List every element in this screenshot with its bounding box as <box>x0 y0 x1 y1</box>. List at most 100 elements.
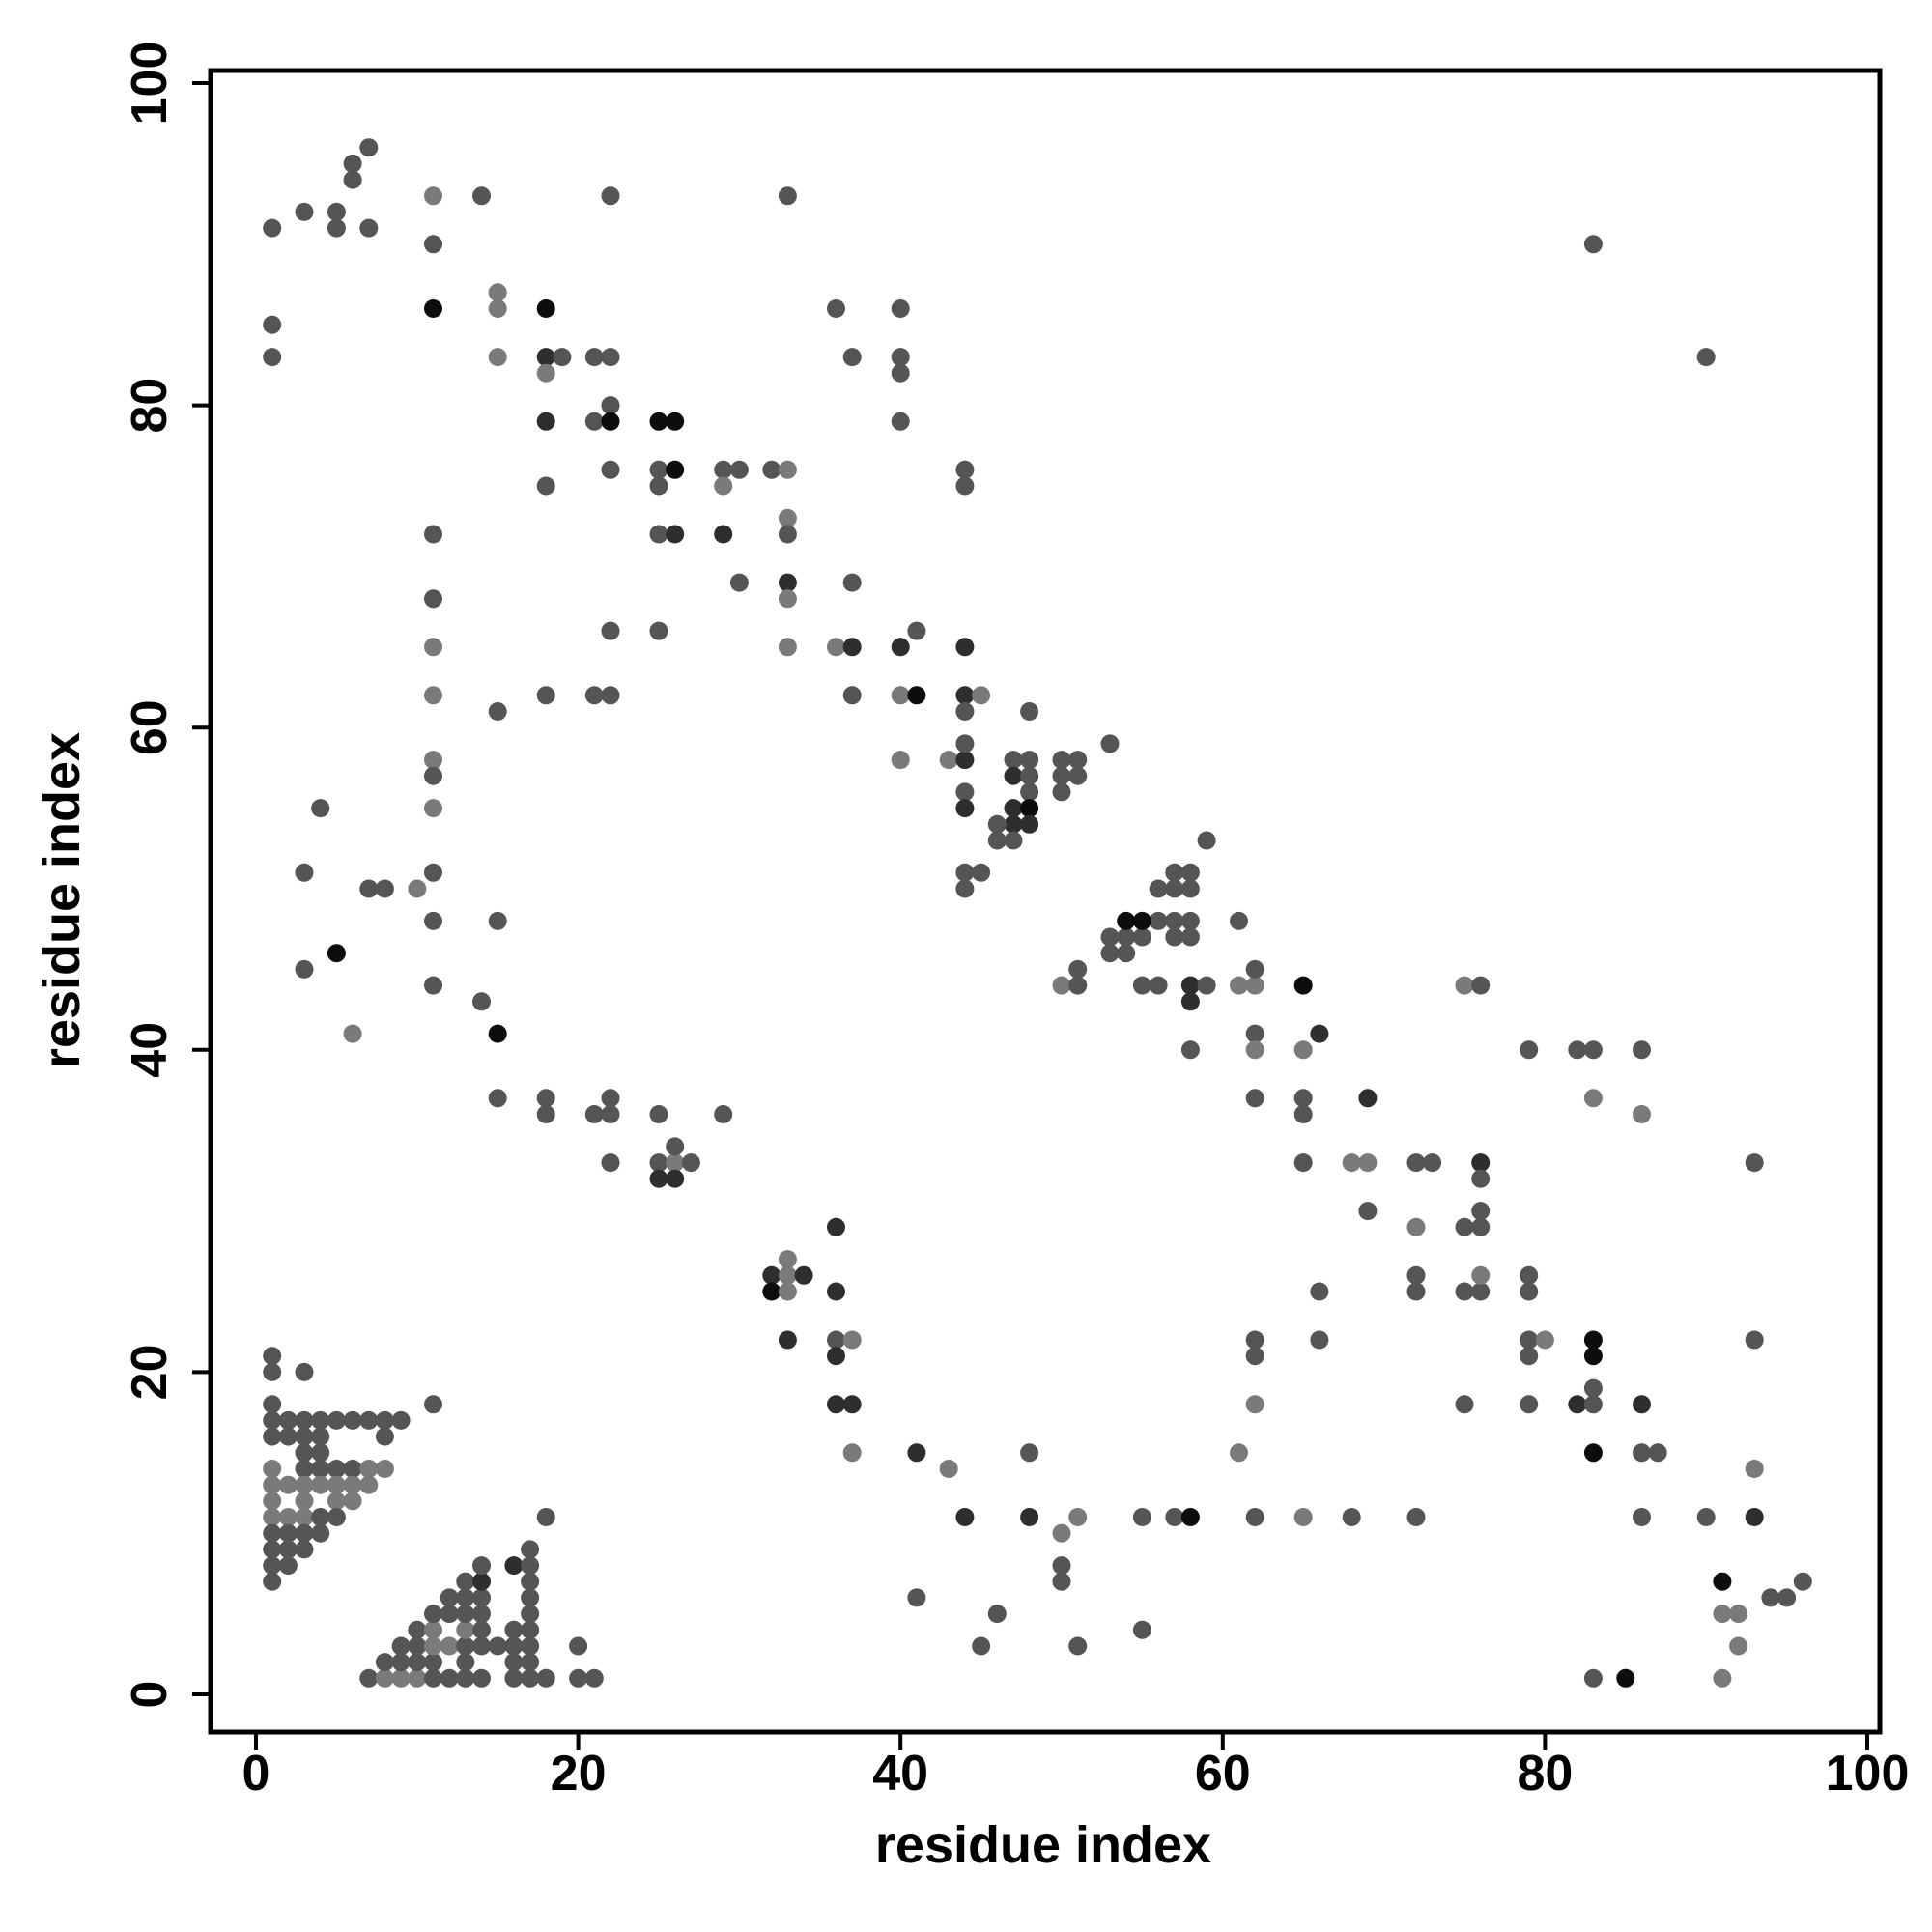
data-point <box>521 1620 540 1639</box>
data-point <box>1180 1508 1200 1526</box>
data-point <box>1633 1508 1651 1526</box>
data-point <box>278 1427 298 1446</box>
y-axis: 0 20 40 60 80 100 <box>122 42 211 1709</box>
data-point <box>375 879 394 898</box>
data-point <box>955 638 975 657</box>
data-point <box>1633 1443 1651 1463</box>
data-point <box>408 879 427 898</box>
data-point <box>891 751 910 770</box>
data-point <box>794 1265 813 1285</box>
data-point <box>521 1605 540 1624</box>
data-point <box>827 1347 845 1366</box>
data-point <box>601 396 620 415</box>
data-point <box>263 1523 282 1543</box>
data-point <box>1406 1508 1426 1526</box>
data-point <box>263 1572 282 1591</box>
data-point <box>295 1427 314 1446</box>
data-point <box>488 911 507 930</box>
data-point <box>1293 1153 1313 1173</box>
data-point <box>1633 1105 1651 1123</box>
data-point <box>891 412 910 431</box>
data-point <box>762 1265 781 1285</box>
data-point <box>1616 1668 1635 1688</box>
data-point <box>263 1347 282 1366</box>
data-point <box>1020 766 1039 785</box>
data-point <box>1132 1620 1151 1639</box>
data-point <box>1165 911 1184 930</box>
data-point <box>1180 911 1200 930</box>
data-point <box>440 1636 459 1656</box>
data-point <box>1568 1395 1587 1414</box>
data-point <box>424 1668 442 1688</box>
data-point <box>1197 976 1216 995</box>
data-point <box>1520 1040 1539 1060</box>
data-point <box>827 638 845 657</box>
data-point <box>408 1620 427 1639</box>
data-point <box>666 412 685 431</box>
data-point <box>1052 1572 1071 1591</box>
data-point <box>327 1410 346 1430</box>
x-tick-label: 20 <box>551 1746 607 1802</box>
data-point <box>681 1153 700 1173</box>
data-point <box>536 412 555 431</box>
data-point <box>666 1169 685 1188</box>
data-point <box>601 1105 620 1123</box>
data-point <box>569 1668 588 1688</box>
data-point <box>263 1460 282 1478</box>
data-point <box>424 1395 442 1414</box>
data-point <box>842 686 862 705</box>
data-point <box>408 1668 427 1688</box>
data-point <box>842 638 862 657</box>
x-tick-label: 40 <box>872 1746 928 1802</box>
data-point <box>1052 766 1071 785</box>
data-point <box>1583 1040 1603 1060</box>
y-tick-label: 0 <box>122 1681 178 1709</box>
data-point <box>1165 863 1184 882</box>
data-point <box>472 1668 491 1688</box>
data-point <box>842 1330 862 1350</box>
data-point <box>1633 1040 1651 1060</box>
data-point <box>295 1362 314 1381</box>
data-point <box>536 363 555 383</box>
data-point <box>1455 1395 1474 1414</box>
data-point <box>553 348 572 367</box>
data-point <box>440 1668 459 1688</box>
data-point <box>263 1427 282 1446</box>
data-point <box>1293 1040 1313 1060</box>
data-point <box>408 1653 427 1672</box>
data-point <box>472 1636 491 1656</box>
points-layer <box>263 138 1812 1688</box>
data-point <box>311 1508 330 1526</box>
data-point <box>1180 879 1200 898</box>
data-point <box>1455 1282 1474 1301</box>
data-point <box>488 283 507 302</box>
data-point <box>955 879 975 898</box>
data-point <box>1149 879 1168 898</box>
data-point <box>762 460 781 479</box>
data-point <box>1293 1089 1313 1108</box>
data-point <box>1358 1202 1378 1221</box>
data-point <box>424 1620 442 1639</box>
data-point <box>649 476 668 496</box>
data-point <box>1149 911 1168 930</box>
data-point <box>1245 1089 1264 1108</box>
data-point <box>472 1572 491 1591</box>
data-point <box>1117 927 1136 947</box>
data-point <box>375 1460 394 1478</box>
data-point <box>1020 1443 1039 1463</box>
data-point <box>408 1636 427 1656</box>
data-point <box>1052 751 1071 770</box>
data-point <box>1165 927 1184 947</box>
data-point <box>827 1282 845 1301</box>
data-point <box>295 1475 314 1494</box>
data-point <box>424 186 442 206</box>
data-point <box>1020 702 1039 721</box>
data-point <box>778 573 797 592</box>
data-point <box>907 1443 926 1463</box>
data-point <box>1245 1024 1264 1043</box>
data-point <box>1713 1605 1732 1624</box>
data-point <box>295 1540 314 1559</box>
data-point <box>1293 976 1313 995</box>
